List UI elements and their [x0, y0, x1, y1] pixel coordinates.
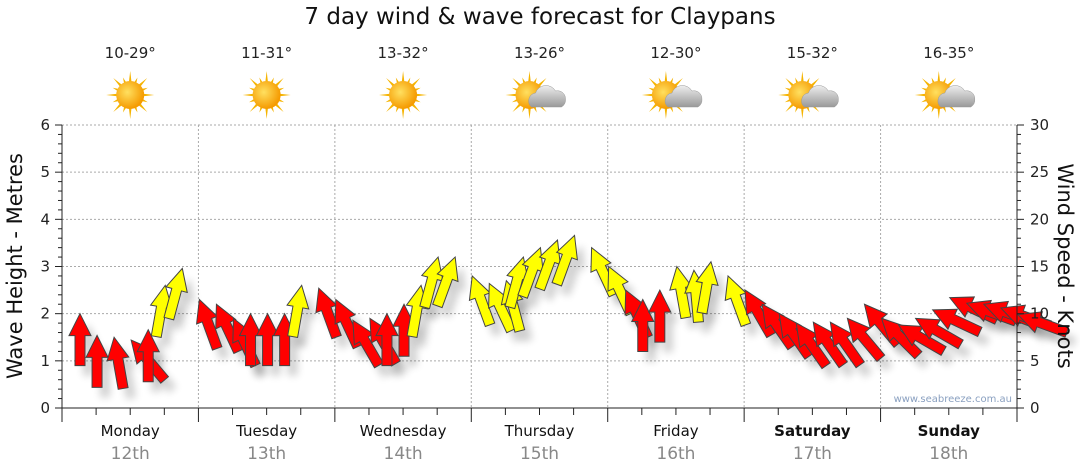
wind-arrow-shadow	[440, 267, 466, 318]
temp-range: 13-26°	[514, 44, 565, 62]
cloud	[937, 85, 976, 108]
day-label: Sunday	[918, 422, 981, 440]
wind-arrow	[551, 234, 578, 287]
sun-ray	[528, 71, 531, 84]
right-tick-label: 0	[1030, 399, 1040, 417]
date-label: 18th	[929, 444, 968, 464]
sun-icon	[242, 71, 291, 119]
wind-arrow	[85, 334, 109, 388]
sun-ray	[278, 93, 291, 97]
sun-cloud-icon	[914, 71, 976, 119]
wind-arrow	[286, 284, 310, 339]
sun-ray	[800, 71, 804, 84]
date-label: 14th	[384, 444, 423, 464]
sun-disc	[252, 81, 281, 109]
sun-ray	[401, 71, 405, 84]
wind-arrow	[648, 288, 672, 343]
sun-ray	[128, 71, 132, 84]
left-tick-label: 4	[40, 210, 50, 228]
date-label: 12th	[111, 444, 150, 464]
left-tick-label: 0	[40, 399, 50, 417]
sun-icon	[379, 71, 428, 119]
sun-ray	[265, 71, 269, 84]
left-axis-title: Wave Height - Metres	[3, 153, 27, 379]
sun-disc	[389, 81, 418, 109]
right-tick-label: 10	[1030, 305, 1049, 323]
sun-icon	[106, 71, 155, 119]
wind-arrow-shadow	[172, 278, 196, 330]
temp-range: 12-30°	[650, 44, 701, 62]
wind-arrow	[695, 260, 719, 315]
cloud	[664, 85, 703, 108]
chart-title: 7 day wind & wave forecast for Claypans	[304, 4, 776, 30]
sun-ray	[265, 106, 269, 119]
sun-ray	[914, 93, 927, 97]
sun-ray	[379, 93, 392, 97]
right-tick-label: 25	[1030, 163, 1049, 181]
sun-ray	[664, 71, 668, 84]
watermark: www.seabreeze.com.au	[894, 394, 1012, 405]
wind-arrow	[68, 312, 92, 367]
left-tick-label: 1	[40, 352, 50, 370]
sun-ray	[106, 93, 119, 97]
sun-ray	[414, 93, 428, 97]
sun-cloud-icon	[641, 71, 703, 119]
wind-arrow	[846, 317, 886, 363]
wind-arrow-shadow	[940, 319, 990, 347]
day-label: Monday	[101, 422, 160, 440]
sun-ray	[937, 71, 941, 84]
sun-ray	[664, 106, 668, 119]
date-label: 16th	[656, 444, 695, 464]
wind-arrow	[914, 317, 964, 350]
day-label: Thursday	[504, 422, 575, 440]
sun-ray	[528, 106, 531, 119]
right-tick-label: 20	[1030, 210, 1049, 228]
wind-arrow	[1016, 311, 1070, 338]
sun-ray	[641, 93, 655, 97]
left-tick-label: 3	[40, 258, 50, 276]
left-tick-label: 6	[40, 116, 50, 134]
right-tick-label: 15	[1030, 258, 1049, 276]
wind-arrow	[432, 256, 459, 309]
date-label: 13th	[247, 444, 286, 464]
wind-arrow	[163, 267, 188, 321]
temp-range: 11-31°	[241, 44, 292, 62]
temp-range: 13-32°	[378, 44, 429, 62]
right-tick-label: 5	[1030, 352, 1040, 370]
temp-range: 10-29°	[105, 44, 156, 62]
sun-ray	[800, 106, 804, 119]
temp-range: 16-35°	[923, 44, 974, 62]
day-label: Friday	[653, 422, 699, 440]
sun-ray	[128, 106, 132, 119]
sun-ray	[937, 106, 941, 119]
sun-cloud-icon	[505, 71, 566, 119]
sun-ray	[142, 93, 155, 97]
sun-disc	[116, 81, 145, 109]
wind-arrow	[931, 308, 983, 338]
date-label: 17th	[793, 444, 832, 464]
day-label: Saturday	[774, 422, 851, 440]
wind-arrow-shadow	[560, 245, 586, 296]
left-tick-label: 2	[40, 305, 50, 323]
date-label: 15th	[520, 444, 559, 464]
right-tick-label: 30	[1030, 116, 1049, 134]
sun-ray	[242, 93, 255, 97]
right-axis-title: Wind Speed - Knots	[1053, 163, 1077, 368]
wind-arrow-shadow	[1025, 321, 1077, 348]
sun-ray	[505, 93, 518, 97]
cloud	[801, 85, 839, 108]
wind-arrow	[106, 336, 130, 390]
cloud	[528, 85, 566, 108]
wind-arrow	[136, 328, 161, 383]
temp-range: 15-32°	[787, 44, 838, 62]
sun-ray	[778, 93, 791, 97]
left-tick-label: 5	[40, 163, 50, 181]
day-label: Wednesday	[360, 422, 447, 440]
sun-ray	[401, 106, 405, 119]
day-label: Tuesday	[235, 422, 297, 440]
sun-cloud-icon	[778, 71, 839, 119]
